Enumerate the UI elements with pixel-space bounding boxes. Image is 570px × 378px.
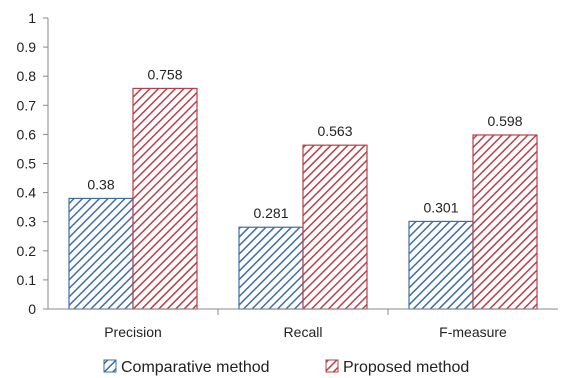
bar-proposed-recall (302, 144, 368, 310)
x-tick-label: F-measure (439, 324, 507, 340)
bar-proposed-precision (132, 87, 198, 310)
x-tick-label: Recall (284, 324, 323, 340)
data-label: 0.598 (487, 113, 522, 129)
y-tick-label: 0.7 (17, 97, 37, 113)
x-axis: Precision Recall F-measure (48, 308, 558, 340)
bar-proposed-f-measure (472, 134, 538, 310)
legend-swatch-comparative (103, 359, 117, 373)
bar-comparative-recall (238, 226, 304, 310)
y-tick-label: 0.5 (17, 156, 37, 172)
legend-label-proposed: Proposed method (343, 359, 469, 376)
y-tick-label: 0 (28, 301, 36, 317)
y-tick-label: 0.3 (17, 214, 37, 230)
data-label: 0.301 (423, 199, 458, 215)
data-label: 0.38 (87, 176, 114, 192)
y-tick-label: 0.6 (17, 126, 37, 142)
bars: 0.38 0.758 0.281 0.563 0.301 0.598 (68, 66, 538, 310)
data-label: 0.758 (147, 66, 182, 82)
y-tick-label: 1 (28, 10, 36, 26)
y-tick-label: 0.4 (17, 185, 37, 201)
bar-comparative-f-measure (408, 220, 474, 310)
bar-comparative-precision (68, 197, 134, 310)
y-tick-label: 0.9 (17, 39, 37, 55)
legend-label-comparative: Comparative method (121, 359, 270, 376)
legend: Comparative method Proposed method (103, 359, 469, 376)
y-axis: 0 0.1 0.2 0.3 0.4 0.5 0.6 0.7 0.8 0.9 1 (17, 10, 49, 317)
y-tick-label: 0.1 (17, 272, 37, 288)
y-tick-label: 0.8 (17, 68, 37, 84)
legend-swatch-proposed (325, 359, 339, 373)
y-tick-label: 0.2 (17, 243, 37, 259)
data-label: 0.563 (317, 123, 352, 139)
x-tick-label: Precision (104, 324, 162, 340)
data-label: 0.281 (253, 205, 288, 221)
